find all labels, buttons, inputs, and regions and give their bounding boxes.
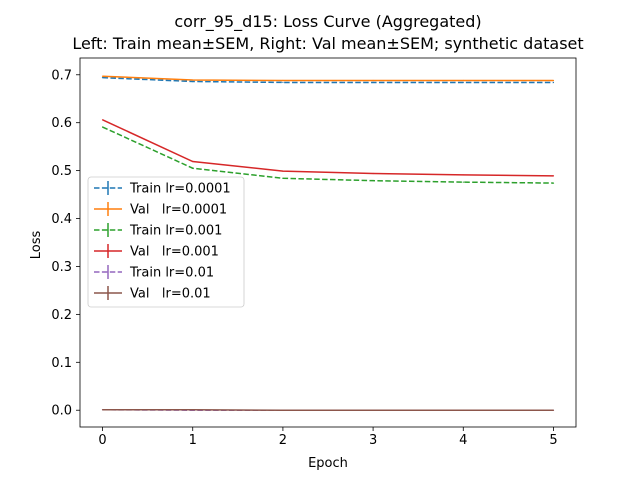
x-tick-label: 2 <box>279 433 287 448</box>
legend: Train lr=0.0001 Val lr=0.0001 Train lr=0.0… <box>88 177 244 307</box>
x-tick-label: 1 <box>189 433 197 448</box>
series-point <box>463 174 464 175</box>
x-tick-label: 3 <box>369 433 377 448</box>
series-point <box>102 119 103 120</box>
series-point <box>192 168 193 169</box>
x-tick-label: 4 <box>459 433 467 448</box>
series-point <box>192 409 193 410</box>
series-point <box>463 182 464 183</box>
series-point <box>282 82 283 83</box>
series-point <box>372 410 373 411</box>
y-tick-label: 0.1 <box>51 356 72 371</box>
series-point <box>192 161 193 162</box>
series-point <box>553 82 554 83</box>
series-point <box>553 80 554 81</box>
y-tick-label: 0.3 <box>51 260 72 275</box>
legend-entry-label: Train lr=0.01 <box>129 266 214 281</box>
y-tick-label: 0.2 <box>51 308 72 323</box>
series-point <box>553 182 554 183</box>
legend-entry-label: Val lr=0.001 <box>130 245 219 260</box>
x-tick-label: 0 <box>98 433 106 448</box>
chart-title: corr_95_d15: Loss Curve (Aggregated) <box>174 12 481 32</box>
y-tick-label: 0.5 <box>51 164 72 179</box>
series-point <box>463 80 464 81</box>
series-point <box>553 175 554 176</box>
chart-subtitle: Left: Train mean±SEM, Right: Val mean±SE… <box>72 34 583 53</box>
series-point <box>372 180 373 181</box>
series-point <box>192 81 193 82</box>
series-point <box>282 410 283 411</box>
series-point <box>102 76 103 77</box>
y-tick-label: 0.6 <box>51 116 72 131</box>
x-tick-label: 5 <box>549 433 557 448</box>
legend-entry-label: Val lr=0.0001 <box>130 203 227 218</box>
series-point <box>463 410 464 411</box>
y-tick-label: 0.0 <box>51 404 72 419</box>
series-point <box>372 80 373 81</box>
x-axis-label: Epoch <box>308 456 348 471</box>
series-point <box>102 77 103 78</box>
series-point <box>282 170 283 171</box>
series-point <box>282 178 283 179</box>
legend-entry-label: Train lr=0.0001 <box>129 182 231 197</box>
series-point <box>463 82 464 83</box>
series-point <box>553 410 554 411</box>
y-tick-label: 0.4 <box>51 212 72 227</box>
legend-entry-label: Train lr=0.001 <box>129 224 222 239</box>
legend-entry-label: Val lr=0.01 <box>130 287 211 302</box>
series-point <box>372 173 373 174</box>
series-point <box>192 79 193 80</box>
y-axis-label: Loss <box>29 231 44 260</box>
series-point <box>372 82 373 83</box>
y-tick-label: 0.7 <box>51 68 72 83</box>
series-point <box>282 80 283 81</box>
series-point <box>102 126 103 127</box>
series-point <box>102 409 103 410</box>
